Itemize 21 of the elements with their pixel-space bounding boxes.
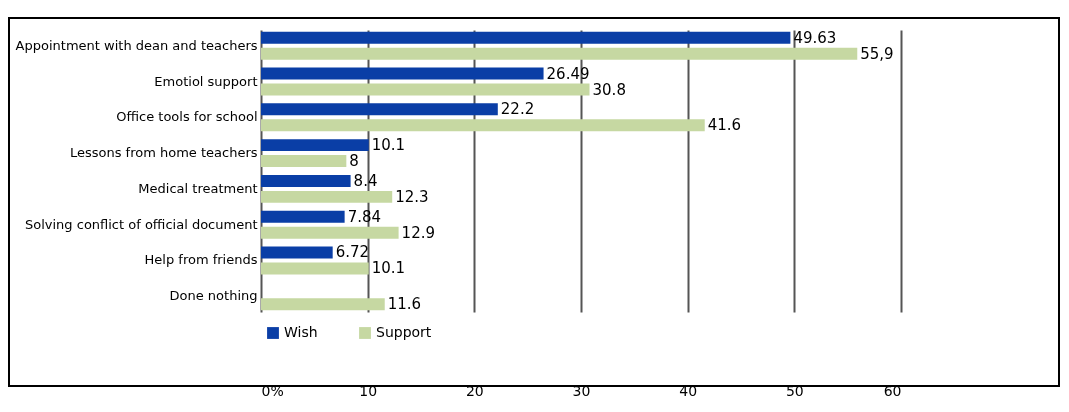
- legend-label: Wish: [284, 324, 318, 340]
- legend-label: Support: [376, 324, 432, 340]
- data-label: 30.8: [592, 80, 626, 99]
- y-tick-label: Help from friends: [144, 252, 258, 268]
- y-tick-label: Appointment with dean and teachers: [15, 37, 258, 53]
- y-tick-label: Office tools for school: [116, 109, 258, 125]
- data-label: 10.1: [371, 136, 406, 155]
- y-tick-label: Medical treatment: [138, 180, 258, 196]
- y-tick-label: Lessons from home teachers: [69, 145, 258, 161]
- y-tick-label: Emotiol support: [154, 73, 258, 89]
- data-label: 6.72: [335, 243, 370, 262]
- data-label: 12.9: [401, 223, 436, 242]
- y-tick-label: Done nothing: [169, 288, 258, 304]
- data-label: 10.1: [371, 259, 406, 278]
- data-label: 22.2: [500, 100, 535, 119]
- data-label: 11.6: [387, 295, 422, 314]
- data-label: 8: [349, 152, 359, 171]
- y-tick-label: Solving conflict of official document: [24, 216, 258, 232]
- data-label: 41.6: [707, 116, 742, 135]
- data-label: 12.3: [395, 187, 429, 206]
- data-label: 55,9: [860, 44, 894, 63]
